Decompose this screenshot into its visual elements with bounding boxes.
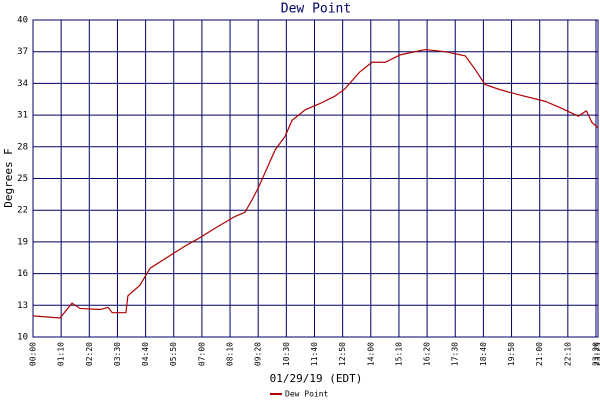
- x-tick-label: 07:00: [197, 342, 206, 366]
- x-tick-label: 12:50: [338, 342, 347, 366]
- y-tick-label: 19: [17, 237, 28, 247]
- y-tick-label: 16: [17, 269, 28, 279]
- x-tick-label: 17:30: [451, 342, 460, 366]
- x-tick-label: 22:10: [563, 342, 572, 366]
- y-tick-label: 22: [17, 206, 28, 216]
- data-line: [32, 48, 599, 319]
- x-tick-label: 14:00: [366, 342, 375, 366]
- x-tick-label: 11:40: [310, 342, 319, 366]
- y-tick-label: 31: [17, 111, 28, 121]
- chart-title: Dew Point: [281, 2, 351, 17]
- plot-frame: [32, 19, 599, 338]
- x-tick-label: 21:00: [535, 342, 544, 366]
- x-tick-label: 10:30: [282, 342, 291, 366]
- x-axis-title: 01/29/19 (EDT): [270, 372, 363, 385]
- y-tick-label: 37: [17, 47, 28, 57]
- legend-label: Dew Point: [285, 390, 329, 399]
- y-tick-label: 10: [17, 333, 28, 343]
- y-tick-label: 25: [17, 174, 28, 184]
- x-tick-label: 23:25: [594, 342, 600, 366]
- x-tick-label: 05:50: [169, 342, 178, 366]
- x-tick-label: 18:40: [479, 342, 488, 366]
- x-tick-label: 08:10: [226, 342, 235, 366]
- y-tick-label: 13: [17, 301, 28, 311]
- y-tick-label: 28: [17, 142, 28, 152]
- x-tick-label: 04:40: [141, 342, 150, 366]
- x-tick-label: 09:20: [254, 342, 263, 366]
- x-tick-label: 16:20: [423, 342, 432, 366]
- y-axis-title: Degrees F: [2, 148, 15, 208]
- y-tick-label: 34: [17, 79, 28, 89]
- y-tick-label: 40: [17, 16, 28, 26]
- x-tick-label: 03:30: [113, 342, 122, 366]
- x-tick-label: 00:00: [29, 342, 38, 366]
- x-tick-label: 19:50: [507, 342, 516, 366]
- x-tick-label: 02:20: [85, 342, 94, 366]
- x-tick-label: 15:10: [394, 342, 403, 366]
- x-tick-label: 23:20: [591, 342, 600, 366]
- x-tick-label: 01:10: [57, 342, 66, 366]
